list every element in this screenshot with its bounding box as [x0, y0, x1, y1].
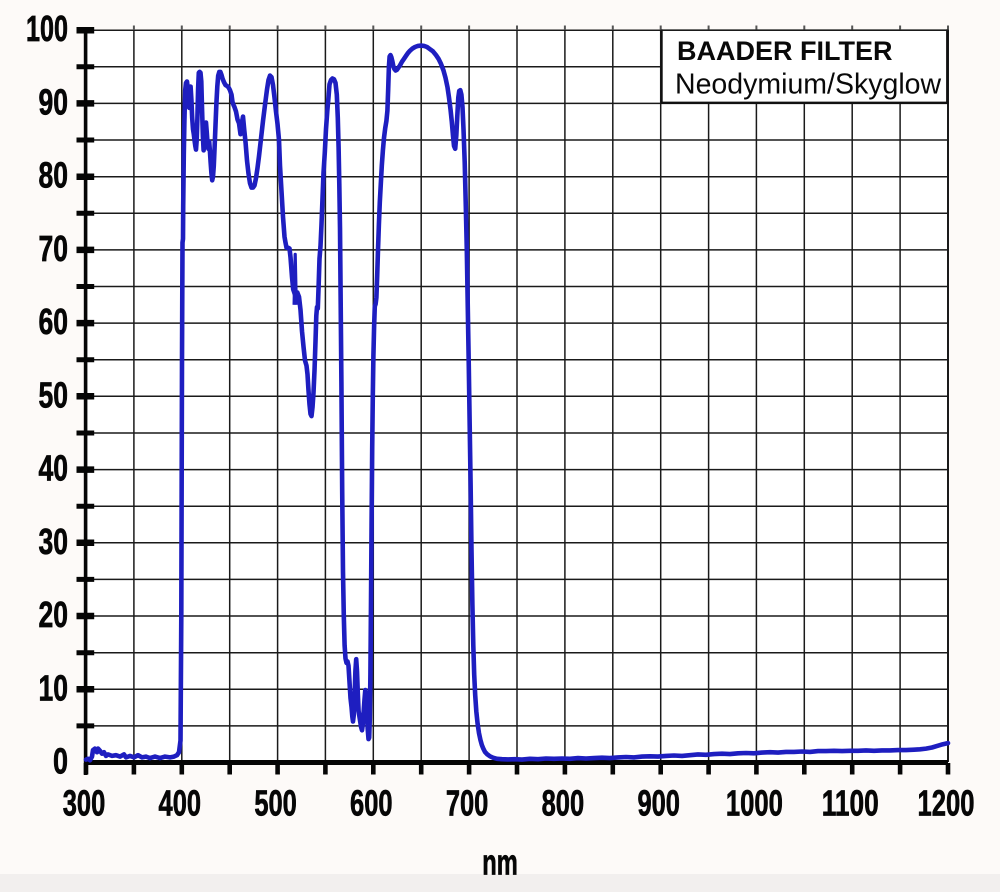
svg-text:900: 900	[637, 783, 680, 824]
svg-text:800: 800	[542, 783, 585, 824]
svg-text:70: 70	[39, 228, 69, 269]
svg-text:90: 90	[39, 81, 69, 122]
svg-text:10: 10	[39, 667, 69, 708]
svg-text:nm: nm	[482, 842, 518, 883]
svg-text:20: 20	[39, 594, 69, 635]
svg-text:1100: 1100	[822, 783, 879, 824]
svg-text:0: 0	[53, 741, 68, 782]
svg-text:1000: 1000	[726, 783, 783, 824]
svg-text:100: 100	[26, 8, 68, 49]
svg-text:30: 30	[39, 521, 69, 562]
svg-text:40: 40	[39, 448, 69, 489]
svg-text:Neodymium/Skyglow: Neodymium/Skyglow	[675, 69, 942, 101]
svg-text:60: 60	[39, 301, 69, 342]
svg-text:500: 500	[254, 783, 297, 824]
svg-text:1200: 1200	[918, 783, 975, 824]
svg-text:300: 300	[63, 783, 106, 824]
svg-text:400: 400	[159, 783, 202, 824]
svg-text:BAADER FILTER: BAADER FILTER	[677, 36, 893, 66]
svg-text:50: 50	[39, 374, 69, 415]
svg-text:600: 600	[350, 783, 393, 824]
svg-text:700: 700	[446, 783, 489, 824]
svg-text:80: 80	[39, 155, 69, 196]
